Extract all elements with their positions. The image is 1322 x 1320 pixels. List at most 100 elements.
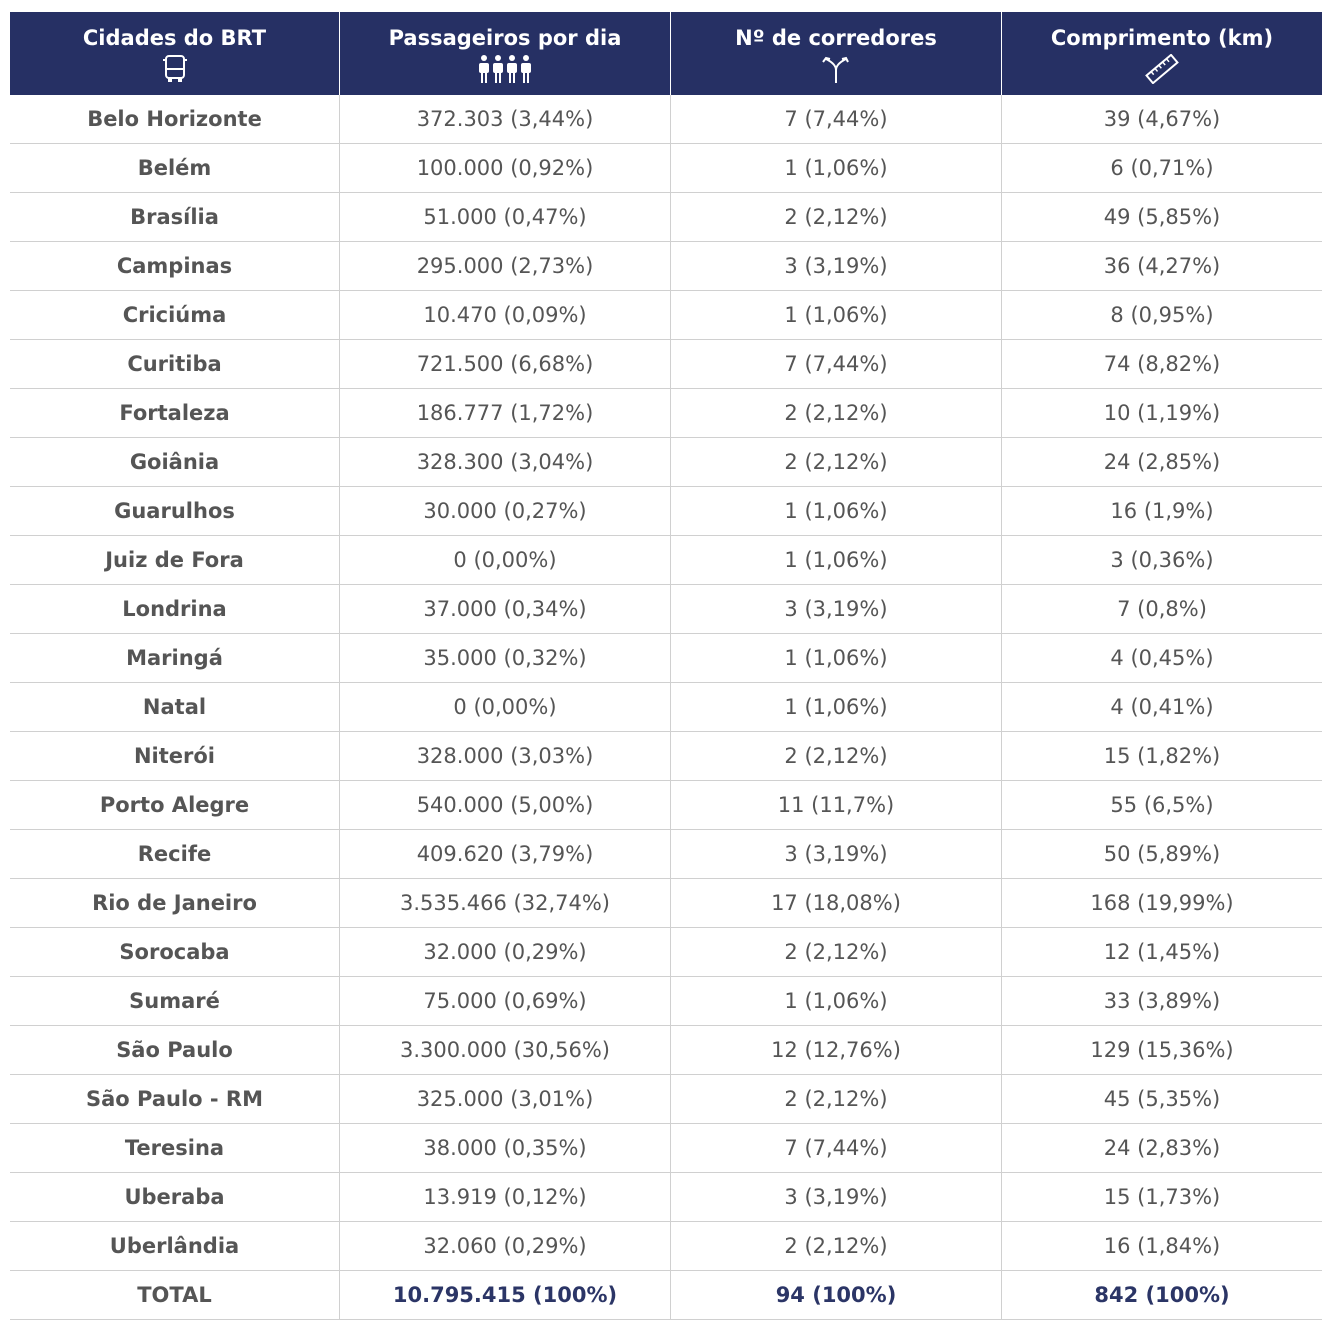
table-cell: 3.300.000 (30,56%) — [340, 1026, 671, 1074]
table-cell: 168 (19,99%) — [1090, 891, 1234, 915]
table-cell: Niterói — [10, 732, 340, 780]
table-cell: Goiânia — [10, 438, 340, 486]
table: Cidades do BRT Passageiros por dia Nº de… — [10, 12, 1322, 1320]
table-row: Teresina 38.000 (0,35%) 7 (7,44%) 24 (2,83%… — [10, 1124, 1322, 1173]
table-cell: 30.000 (0,27%) — [340, 487, 671, 535]
table-cell: 3 (3,19%) — [671, 1173, 1002, 1221]
table-cell: 2 (2,12%) — [671, 1222, 1002, 1270]
table-cell: Londrina — [10, 585, 340, 633]
table-cell: 0 (0,00%) — [340, 683, 671, 731]
table-row: Rio de Janeiro 3.535.466 (32,74%) 17 (18,0… — [10, 879, 1322, 928]
table-cell: 33 (3,89%) — [1103, 989, 1221, 1013]
header-row: Cidades do BRT Passageiros por dia Nº de… — [10, 12, 1322, 95]
table-cell: 37.000 (0,34%) — [340, 585, 671, 633]
table-row: Porto Alegre 540.000 (5,00%) 11 (11,7%) 55 … — [10, 781, 1322, 830]
table-row: Uberaba 13.919 (0,12%) 3 (3,19%) 15 (1,73%) — [10, 1173, 1322, 1222]
table-cell: 3 (3,19%) — [671, 242, 1002, 290]
table-cell: Porto Alegre — [10, 781, 340, 829]
table-cell: 4 (0,45%) — [1110, 646, 1214, 670]
table-cell: 1 (1,06%) — [671, 683, 1002, 731]
table-cell: Rio de Janeiro — [10, 879, 340, 927]
table-cell: São Paulo - RM — [10, 1075, 340, 1123]
table-cell: 24 (2,85%) — [1103, 450, 1221, 474]
table-row: Fortaleza 186.777 (1,72%) 2 (2,12%) 10 (1,1… — [10, 389, 1322, 438]
header-text: Passageiros por dia — [388, 26, 622, 50]
table-cell: Natal — [10, 683, 340, 731]
table-row: Londrina 37.000 (0,34%) 3 (3,19%) 7 (0,8%) — [10, 585, 1322, 634]
table-cell: 12 (1,45%) — [1103, 940, 1221, 964]
table-row: Goiânia 328.300 (3,04%) 2 (2,12%) 24 (2,85%… — [10, 438, 1322, 487]
table-cell: Uberlândia — [10, 1222, 340, 1270]
table-cell: 3 (0,36%) — [1110, 548, 1214, 572]
header-cell: Passageiros por dia — [340, 12, 671, 95]
table-cell: Fortaleza — [10, 389, 340, 437]
table-cell: Maringá — [10, 634, 340, 682]
table-cell: 35.000 (0,32%) — [340, 634, 671, 682]
table-cell: 15 (1,82%) — [1103, 744, 1221, 768]
table-row: Belo Horizonte 372.303 (3,44%) 7 (7,44%) 39… — [10, 95, 1322, 144]
table-row: Campinas 295.000 (2,73%) 3 (3,19%) 36 (4,27… — [10, 242, 1322, 291]
table-cell: 3.535.466 (32,74%) — [340, 879, 671, 927]
table-cell: 372.303 (3,44%) — [340, 95, 671, 143]
table-cell: Belo Horizonte — [10, 95, 340, 143]
table-cell: 2 (2,12%) — [671, 193, 1002, 241]
table-row: Recife 409.620 (3,79%) 3 (3,19%) 50 (5,89%) — [10, 830, 1322, 879]
table-row: Natal 0 (0,00%) 1 (1,06%) 4 (0,41%) — [10, 683, 1322, 732]
table-row: Maringá 35.000 (0,32%) 1 (1,06%) 4 (0,45%) — [10, 634, 1322, 683]
table-cell: 16 (1,84%) — [1103, 1234, 1221, 1258]
table-cell: 7 (7,44%) — [671, 1124, 1002, 1172]
table-cell: Campinas — [10, 242, 340, 290]
table-cell: 17 (18,08%) — [671, 879, 1002, 927]
table-cell: 129 (15,36%) — [1090, 1038, 1234, 1062]
header-cell: Comprimento (km) — [1002, 12, 1322, 95]
table-cell: 540.000 (5,00%) — [340, 781, 671, 829]
table-row: São Paulo - RM 325.000 (3,01%) 2 (2,12%) 45… — [10, 1075, 1322, 1124]
table-cell: 74 (8,82%) — [1103, 352, 1221, 376]
table-cell: 49 (5,85%) — [1103, 205, 1221, 229]
table-cell: 2 (2,12%) — [671, 732, 1002, 780]
table-row: Criciúma 10.470 (0,09%) 1 (1,06%) 8 (0,95%) — [10, 291, 1322, 340]
table-cell: 75.000 (0,69%) — [340, 977, 671, 1025]
table-cell: 1 (1,06%) — [671, 144, 1002, 192]
table-cell: 842 (100%) — [1094, 1283, 1230, 1307]
table-cell: São Paulo — [10, 1026, 340, 1074]
table-row: Sorocaba 32.000 (0,29%) 2 (2,12%) 12 (1,45%… — [10, 928, 1322, 977]
table-cell: 12 (12,76%) — [671, 1026, 1002, 1074]
table-cell: 7 (7,44%) — [671, 340, 1002, 388]
table-cell: Sorocaba — [10, 928, 340, 976]
table-cell: 4 (0,41%) — [1110, 695, 1214, 719]
table-cell: Recife — [10, 830, 340, 878]
table-cell: 94 (100%) — [671, 1271, 1002, 1319]
table-cell: 1 (1,06%) — [671, 536, 1002, 584]
table-row: Uberlândia 32.060 (0,29%) 2 (2,12%) 16 (1,8… — [10, 1222, 1322, 1271]
table-cell: 45 (5,35%) — [1103, 1087, 1221, 1111]
table-cell: 7 (7,44%) — [671, 95, 1002, 143]
table-cell: 10.795.415 (100%) — [340, 1271, 671, 1319]
table-cell: 186.777 (1,72%) — [340, 389, 671, 437]
table-row: Curitiba 721.500 (6,68%) 7 (7,44%) 74 (8,82… — [10, 340, 1322, 389]
header-cell: Nº de corredores — [671, 12, 1002, 95]
table-cell: 409.620 (3,79%) — [340, 830, 671, 878]
table-cell: 1 (1,06%) — [671, 634, 1002, 682]
table-cell: Juiz de Fora — [10, 536, 340, 584]
table-cell: 1 (1,06%) — [671, 487, 1002, 535]
table-cell: 325.000 (3,01%) — [340, 1075, 671, 1123]
table-cell: 1 (1,06%) — [671, 977, 1002, 1025]
table-cell: 10 (1,19%) — [1103, 401, 1221, 425]
table-row: Brasília 51.000 (0,47%) 2 (2,12%) 49 (5,85%… — [10, 193, 1322, 242]
table-cell: 100.000 (0,92%) — [340, 144, 671, 192]
table-row: Niterói 328.000 (3,03%) 2 (2,12%) 15 (1,82%… — [10, 732, 1322, 781]
table-cell: 13.919 (0,12%) — [340, 1173, 671, 1221]
table-cell: 32.000 (0,29%) — [340, 928, 671, 976]
ruler-icon — [1145, 54, 1179, 84]
table-cell: Brasília — [10, 193, 340, 241]
table-cell: Criciúma — [10, 291, 340, 339]
table-body: Belo Horizonte 372.303 (3,44%) 7 (7,44%) 39… — [10, 95, 1322, 1320]
table-cell: 36 (4,27%) — [1103, 254, 1221, 278]
table-cell: 15 (1,73%) — [1103, 1185, 1221, 1209]
header-text: Comprimento (km) — [1050, 26, 1274, 50]
table-cell: TOTAL — [10, 1271, 340, 1319]
table-row: Sumaré 75.000 (0,69%) 1 (1,06%) 33 (3,89%) — [10, 977, 1322, 1026]
header-text: Cidades do BRT — [82, 26, 267, 50]
